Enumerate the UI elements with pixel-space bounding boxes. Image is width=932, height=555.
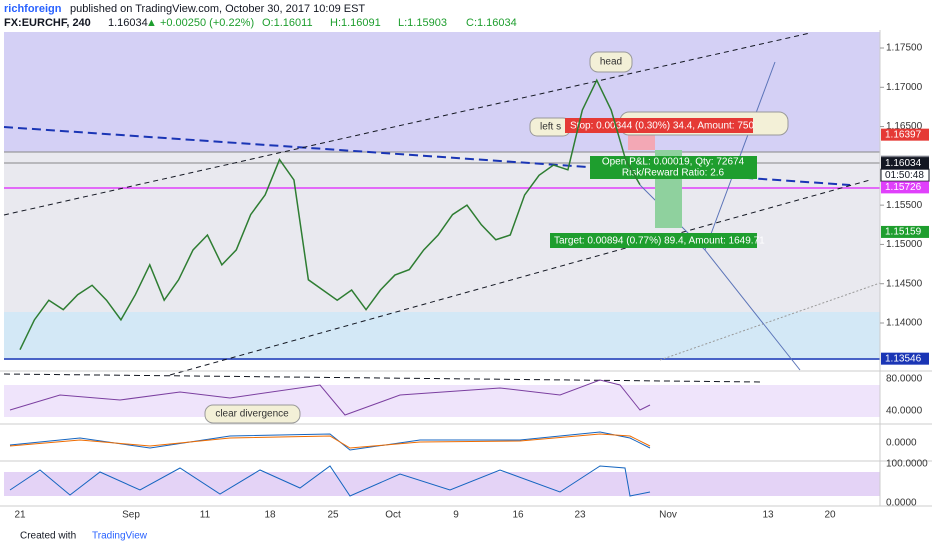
divergence-line: [3, 373, 761, 383]
time-tick-label: 18: [264, 510, 276, 521]
trend: [659, 282, 881, 361]
price-badge-label: 1.16034: [885, 158, 922, 169]
time-tick-label: Sep: [122, 510, 140, 521]
bubble: [204, 404, 301, 424]
rsi-line: [9, 379, 651, 416]
time-tick-label: Nov: [659, 510, 677, 521]
time-tick-label: 21: [14, 510, 26, 521]
time-tick-label: 16: [512, 510, 524, 521]
price-tick-label: 1.14000: [886, 318, 923, 329]
price-badge: [881, 157, 929, 170]
time-tick-label: 13: [762, 510, 774, 521]
price-badge: [881, 181, 929, 194]
stop-box: [565, 118, 753, 133]
divergence-label: clear divergence: [215, 409, 289, 420]
time-tick-label: Oct: [385, 510, 401, 521]
stoch-tick: 0.0000: [886, 498, 917, 509]
pnl-label: Open P&L: 0.00019, Qty: 72674: [602, 157, 745, 168]
indicators: clear divergence: [0, 370, 932, 507]
channel-top: [3, 32, 811, 216]
price-badge-label: 1.15159: [885, 227, 922, 238]
stop-label: Stop: 0.00344 (0.30%) 34.4, Amount: 750: [570, 121, 754, 132]
rsi-band: [4, 385, 880, 417]
price-badge-label: 1.13546: [885, 353, 922, 364]
countdown-box: [880, 168, 930, 182]
price-badge-label: 1.15726: [885, 182, 922, 193]
signal-line: [9, 433, 651, 449]
price-tick-label: 1.16500: [886, 121, 923, 132]
last: 1.16034: [108, 17, 148, 29]
price-badge: [881, 225, 929, 238]
price-tick-label: 1.14500: [886, 278, 923, 289]
stoch-tick: 100.0000: [886, 459, 928, 470]
head-label: head: [600, 57, 622, 68]
target-box: [550, 233, 757, 248]
stoch-line: [9, 465, 651, 497]
target-label: Target: 0.00894 (0.77%) 89.4, Amount: 16…: [554, 236, 765, 247]
stoch-band: [4, 472, 880, 496]
close: C:1.16034: [466, 17, 517, 29]
open: O:1.16011: [262, 17, 313, 29]
price-badge: [881, 128, 929, 141]
macd-line: [9, 431, 651, 451]
time-tick-label: 9: [453, 510, 459, 521]
zone-low: [4, 312, 880, 360]
time-tick-label: 11: [200, 510, 211, 521]
projection: [704, 249, 801, 371]
footer-brand[interactable]: TradingView: [92, 531, 148, 542]
price-tick-label: 1.15000: [886, 239, 923, 250]
main-pane: head left s Stop: 0.00344 (0.30%) 34.4, …: [3, 32, 881, 376]
rr-label: Risk/Reward Ratio: 2.6: [622, 168, 725, 179]
high: H:1.16091: [330, 17, 381, 29]
low: L:1.15903: [398, 17, 447, 29]
time-tick-label: 23: [574, 510, 586, 521]
countdown: 01:50:48: [885, 170, 924, 181]
pnl-box: [590, 156, 757, 179]
price-badge: [881, 352, 929, 365]
rsi-tick: 40.0000: [886, 406, 923, 417]
price-tick-label: 1.17000: [886, 82, 923, 93]
time-tick-label: 20: [824, 510, 836, 521]
change: ▲ +0.00250 (+0.22%): [146, 17, 254, 29]
price-tick-label: 1.15500: [886, 200, 923, 211]
price-line: [19, 78, 641, 351]
channel-bottom: [169, 179, 871, 376]
price-tick-label: 1.17500: [886, 43, 923, 54]
published: published on TradingView.com, October 30…: [70, 3, 365, 15]
symbol: FX:EURCHF, 240: [4, 17, 91, 29]
author: richforeign: [4, 3, 62, 15]
rsi-tick: 80.0000: [886, 374, 923, 385]
price-badge-label: 1.16397: [885, 129, 922, 140]
left-shoulder-label: left s: [540, 122, 561, 133]
time-tick-label: 25: [327, 510, 339, 521]
bubble: [589, 51, 633, 73]
footer-created: Created with: [20, 531, 76, 542]
macd-tick: 0.0000: [886, 438, 917, 449]
